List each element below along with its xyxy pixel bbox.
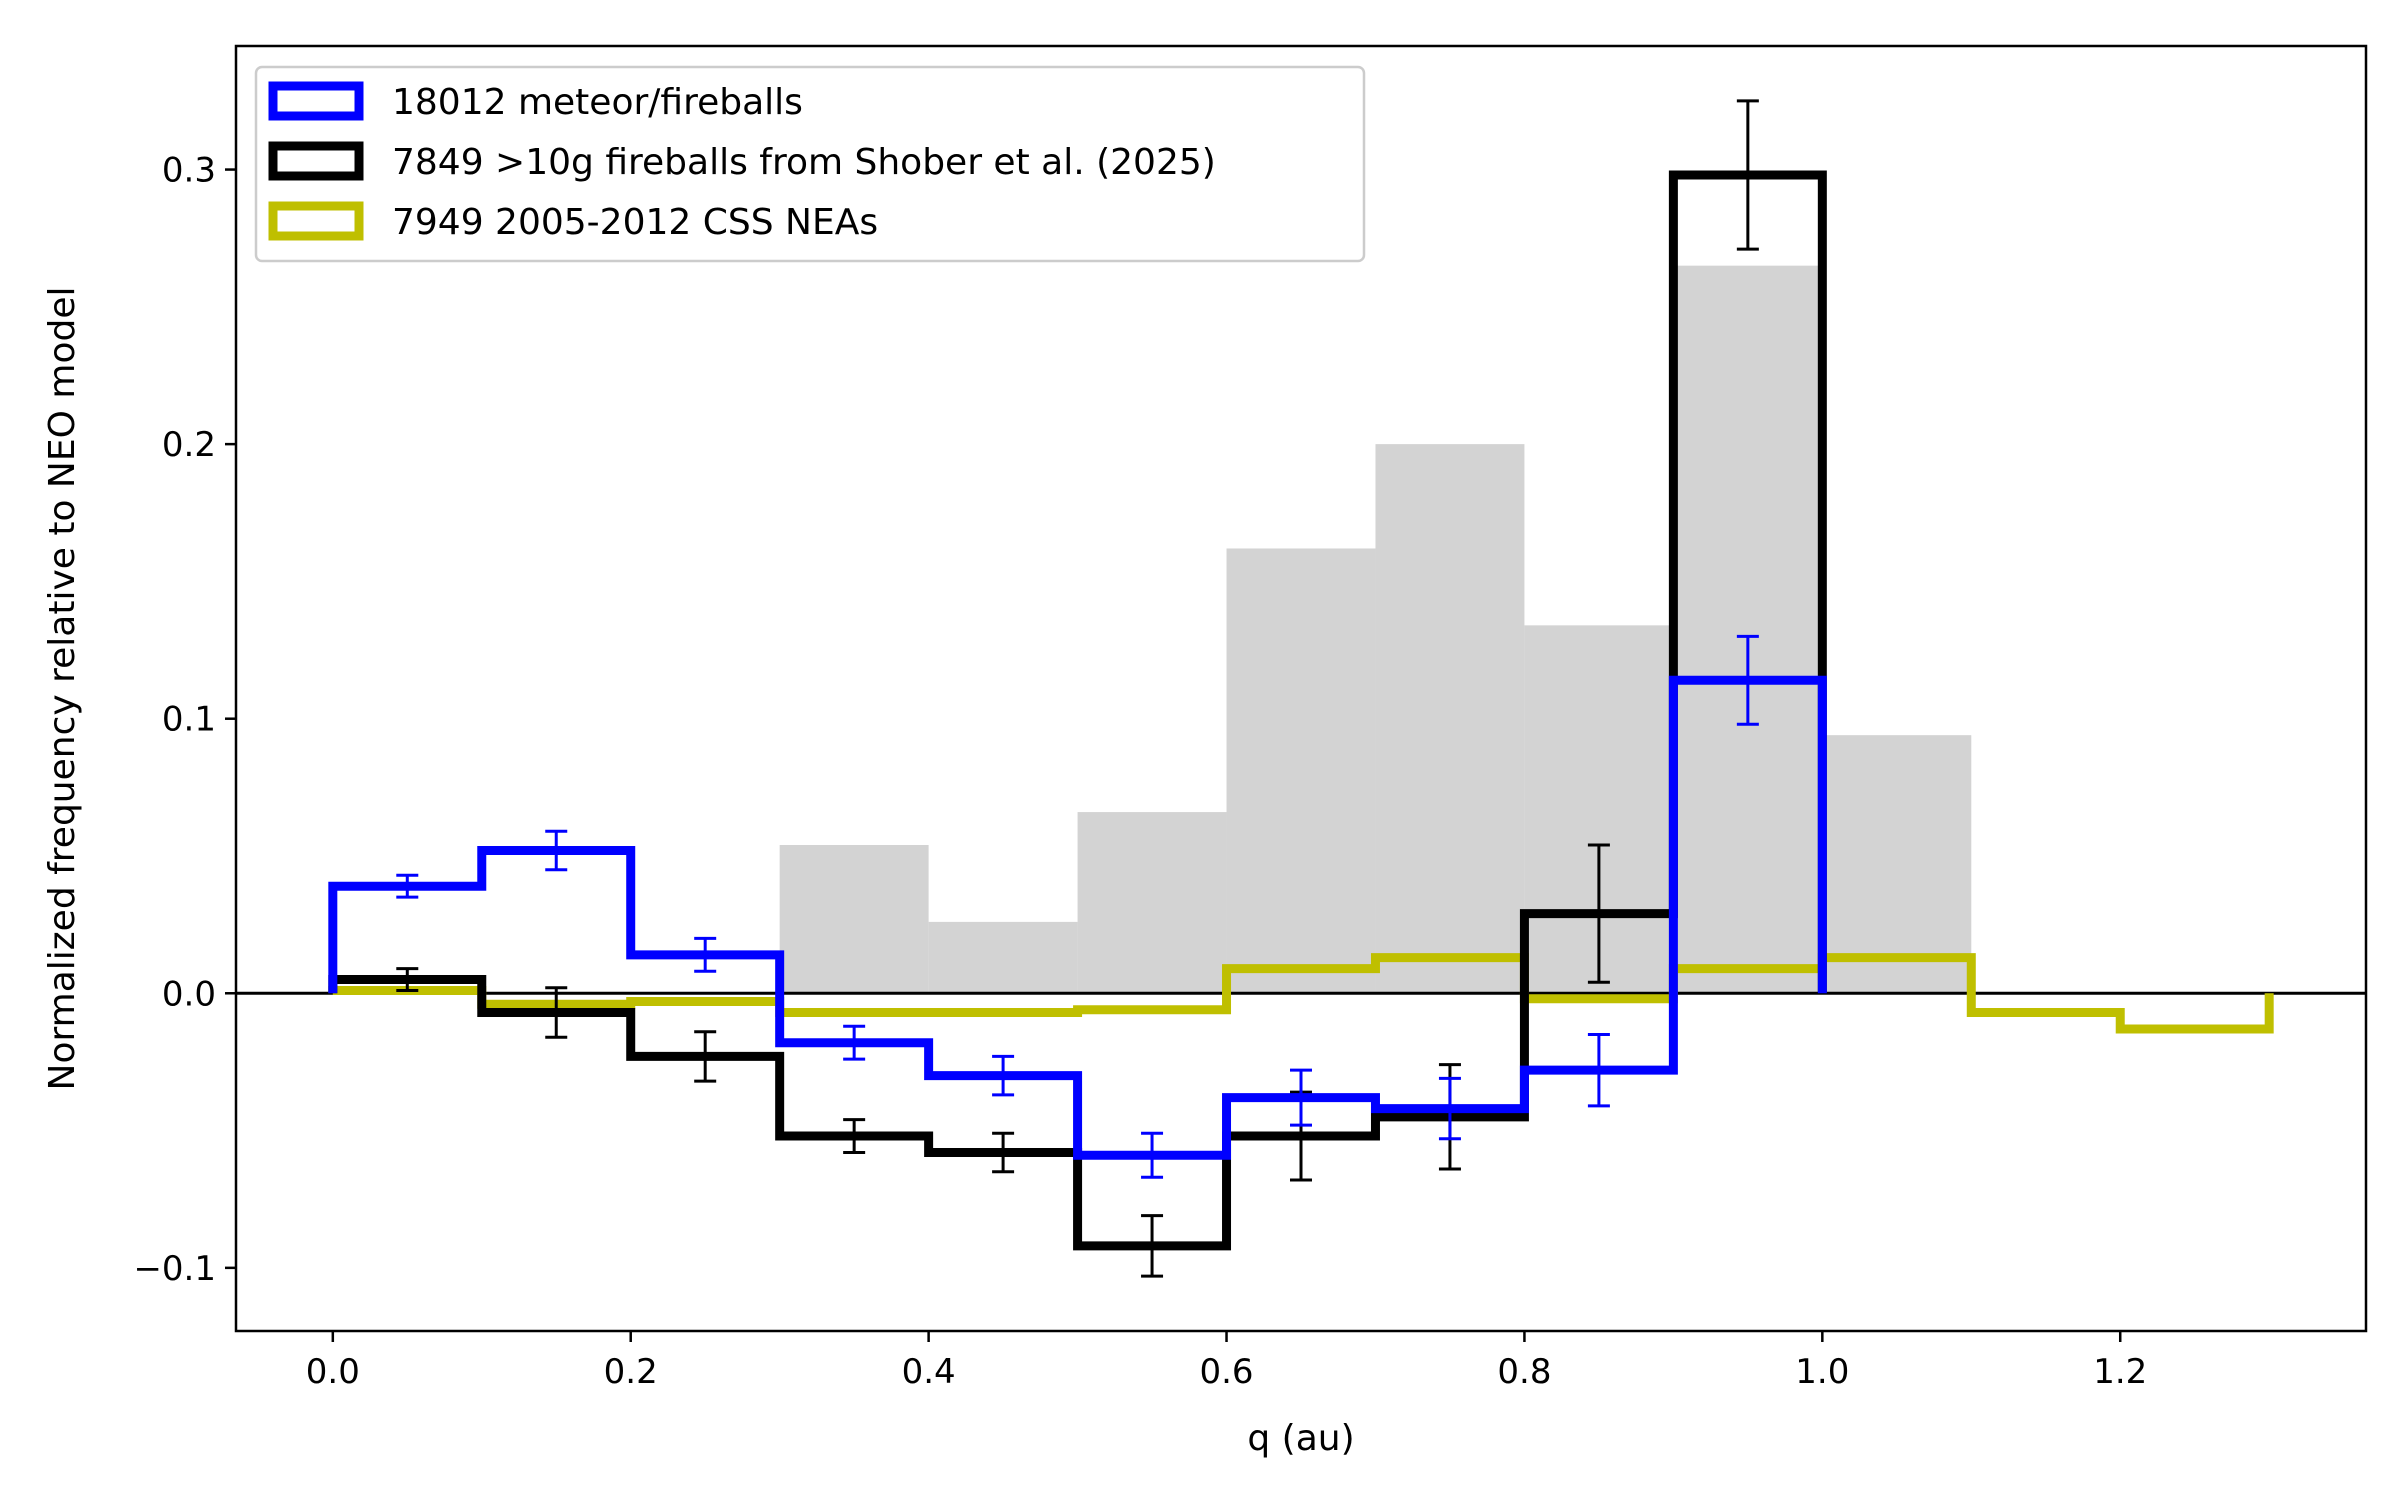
- background-bar: [928, 921, 1078, 994]
- y-tick-label: 0.0: [162, 974, 216, 1014]
- y-axis-label: Normalized frequency relative to NEO mod…: [42, 287, 83, 1091]
- error-bar: [396, 873, 419, 899]
- background-bars: [779, 265, 1972, 994]
- error-bar: [1736, 99, 1759, 251]
- y-axis: −0.1 0.0 0.1 0.2 0.3: [133, 151, 236, 1289]
- error-bar: [843, 1118, 866, 1155]
- legend-patch-meteor-fireballs: [268, 81, 364, 121]
- error-bar: [1141, 1131, 1164, 1179]
- x-tick-label: 0.8: [1497, 1352, 1551, 1392]
- legend-box: [254, 65, 1366, 263]
- x-tick-label: 0.6: [1199, 1352, 1253, 1392]
- background-bar: [1375, 444, 1525, 994]
- x-axis: 0.0 0.2 0.4 0.6 0.8 1.0 1.2: [306, 1331, 2147, 1392]
- error-bar: [992, 1054, 1015, 1097]
- legend-label-meteor-fireballs: 18012 meteor/fireballs: [392, 82, 803, 123]
- legend-patch-shober-fireballs: [268, 141, 364, 181]
- x-tick-label: 0.4: [902, 1352, 956, 1392]
- y-tick-label: 0.2: [162, 425, 216, 465]
- background-bar: [1077, 812, 1227, 994]
- x-tick-label: 0.0: [306, 1352, 360, 1392]
- y-tick-label: −0.1: [133, 1249, 216, 1289]
- error-bar: [1587, 843, 1610, 984]
- background-bar: [1673, 265, 1823, 994]
- legend-patch-css-neas: [268, 201, 364, 241]
- x-axis-label: q (au): [1247, 1418, 1354, 1459]
- x-tick-label: 1.0: [1795, 1352, 1849, 1392]
- series-outline: [328, 953, 2274, 1034]
- legend-label-shober-fireballs: 7849 >10g fireballs from Shober et al. (…: [392, 142, 1216, 183]
- legend: 18012 meteor/fireballs 7849 >10g firebal…: [254, 65, 1366, 263]
- error-bar: [1438, 1076, 1461, 1141]
- error-bar: [545, 986, 568, 1039]
- x-tick-label: 0.2: [604, 1352, 658, 1392]
- series-2: [328, 634, 1827, 1179]
- error-bar: [396, 967, 419, 993]
- error-bar: [1587, 1032, 1610, 1108]
- error-bar: [1736, 634, 1759, 726]
- x-tick-label: 1.2: [2093, 1352, 2147, 1392]
- series-0: [328, 953, 2274, 1034]
- y-tick-label: 0.3: [162, 151, 216, 191]
- error-bar: [992, 1131, 1015, 1174]
- background-bar: [1822, 735, 1972, 994]
- background-bar: [779, 845, 929, 994]
- error-bar: [843, 1024, 866, 1061]
- legend-label-css-neas: 7949 2005-2012 CSS NEAs: [392, 202, 878, 243]
- error-bar: [1141, 1214, 1164, 1278]
- error-bar: [694, 936, 717, 973]
- background-bar: [1226, 548, 1376, 994]
- y-tick-label: 0.1: [162, 700, 216, 740]
- error-bar: [1290, 1068, 1312, 1127]
- plot-frame: [234, 44, 2368, 1333]
- error-bar: [694, 1030, 717, 1083]
- error-bar: [545, 829, 568, 872]
- series-layer: [328, 99, 2274, 1278]
